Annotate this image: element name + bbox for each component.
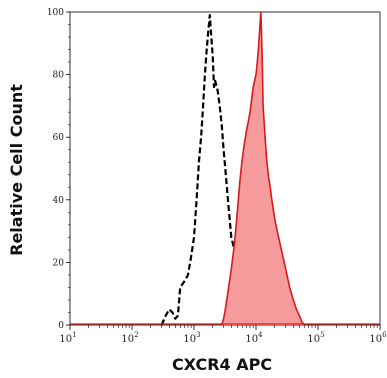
y-tick-label: 80 <box>53 71 65 81</box>
y-tick-label: 40 <box>53 196 65 206</box>
x-axis-label: CXCR4 APC <box>172 355 272 374</box>
plot-area <box>69 11 381 326</box>
x-tick-label: 103 <box>183 331 200 345</box>
series-1-line <box>220 11 305 326</box>
x-tick-label: 101 <box>59 331 76 345</box>
x-tick-label: 102 <box>121 331 138 345</box>
axes-layer: 0 20 40 60 80 100 101 102 103 104 105 106 <box>47 8 387 345</box>
x-tick-label: 105 <box>307 331 324 345</box>
y-tick-label: 0 <box>58 321 64 331</box>
x-tick-label: 104 <box>245 331 263 345</box>
series-1-fill <box>221 12 305 325</box>
x-tick-label: 106 <box>369 331 387 345</box>
y-axis-label: Relative Cell Count <box>7 84 26 256</box>
plot-frame <box>69 11 381 326</box>
y-tick-label: 60 <box>53 133 65 143</box>
y-tick-label: 20 <box>53 258 65 268</box>
series-layer <box>70 11 380 326</box>
y-tick-label: 100 <box>47 8 64 18</box>
